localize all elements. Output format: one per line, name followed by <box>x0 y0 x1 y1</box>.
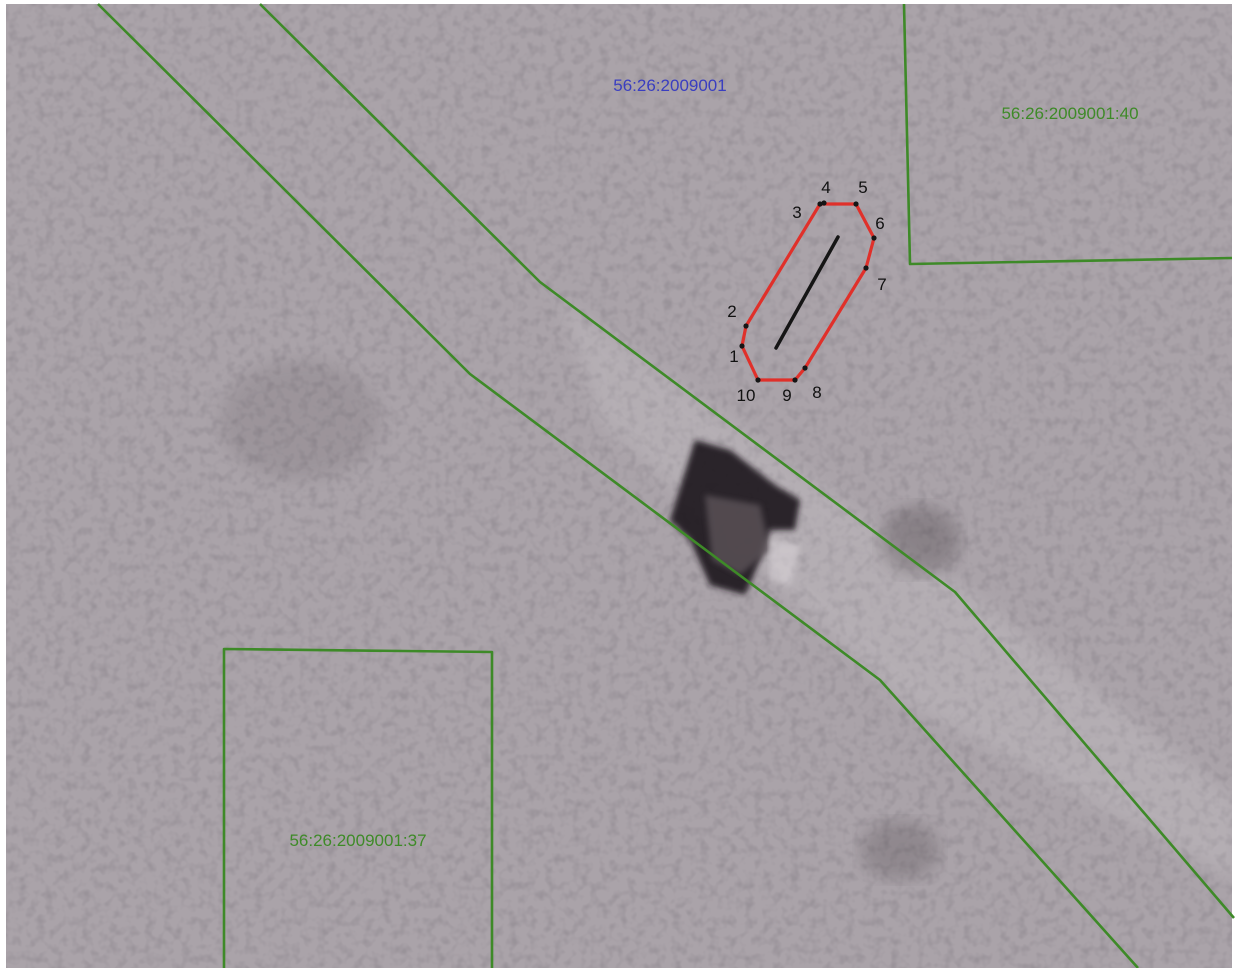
vertex-label-3: 3 <box>792 203 801 222</box>
building-footprint <box>670 440 800 595</box>
target-parcel-outline[interactable] <box>740 202 876 382</box>
vertex-label-6: 6 <box>875 214 884 233</box>
vertex-2[interactable] <box>743 323 749 329</box>
vertex-label-5: 5 <box>858 178 867 197</box>
boundary-vertices <box>739 200 877 383</box>
vertex-label-9: 9 <box>782 386 791 405</box>
linear-object <box>774 235 840 350</box>
vertex-6[interactable] <box>871 235 877 241</box>
road-boundary-north <box>259 3 1235 919</box>
vertex-10[interactable] <box>755 377 761 383</box>
vertex-label-10: 10 <box>737 386 756 405</box>
target-parcel[interactable]: 1 2 3 4 5 6 7 8 9 10 <box>727 178 886 405</box>
vertex-5[interactable] <box>853 201 859 207</box>
cadastral-boundaries <box>97 3 1235 968</box>
parcel-40-label: 56:26:2009001:40 <box>1001 104 1138 123</box>
parcel-37-label: 56:26:2009001:37 <box>289 831 426 850</box>
vertex-9[interactable] <box>792 377 798 383</box>
quarter-label: 56:26:2009001 <box>613 76 726 95</box>
parcel-37-boundary[interactable] <box>222 647 494 968</box>
vertex-1[interactable] <box>739 343 745 349</box>
vertex-label-1: 1 <box>729 347 738 366</box>
vertex-labels: 1 2 3 4 5 6 7 8 9 10 <box>727 178 886 405</box>
vertex-label-8: 8 <box>812 383 821 402</box>
parcel-40-boundary[interactable] <box>902 3 1233 266</box>
vertex-3[interactable] <box>817 201 823 207</box>
vertex-8[interactable] <box>802 365 808 371</box>
vertex-label-2: 2 <box>727 302 736 321</box>
vertex-label-4: 4 <box>821 178 830 197</box>
road-boundary-south <box>97 3 1139 968</box>
vertex-4[interactable] <box>821 200 827 206</box>
vertex-7[interactable] <box>863 265 869 271</box>
vertex-label-7: 7 <box>877 275 886 294</box>
